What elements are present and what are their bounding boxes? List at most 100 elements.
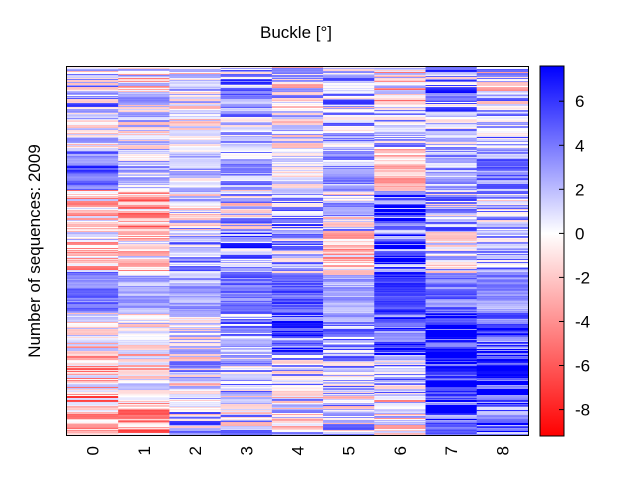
- heatmap-cell: [476, 192, 529, 194]
- heatmap-cell: [476, 235, 529, 237]
- heatmap-cell: [323, 228, 375, 230]
- heatmap-cell: [220, 273, 273, 275]
- heatmap-cell: [169, 77, 222, 79]
- heatmap-cell: [425, 202, 478, 204]
- heatmap-cell: [425, 229, 478, 231]
- heatmap-cell: [374, 101, 427, 103]
- heatmap-cell: [323, 177, 375, 179]
- heatmap-cell: [323, 154, 375, 156]
- heatmap-cell: [118, 91, 171, 93]
- heatmap-cell: [169, 345, 222, 347]
- heatmap-cell: [374, 204, 427, 206]
- heatmap-cell: [169, 380, 222, 382]
- heatmap-cell: [323, 139, 375, 141]
- heatmap-cell: [271, 67, 324, 69]
- y-axis-label: Number of sequences: 2009: [25, 144, 44, 358]
- heatmap-cell: [67, 165, 119, 167]
- heatmap-cell: [271, 210, 324, 212]
- heatmap-cell: [67, 87, 119, 89]
- heatmap-cell: [220, 119, 273, 121]
- heatmap-cell: [271, 241, 324, 243]
- heatmap-cell: [67, 103, 119, 105]
- heatmap-cell: [374, 238, 427, 240]
- heatmap-cell: [323, 393, 375, 395]
- heatmap-cell: [374, 125, 427, 127]
- heatmap-cell: [220, 423, 273, 425]
- heatmap-cell: [476, 101, 529, 103]
- heatmap-cell: [374, 426, 427, 428]
- heatmap-cell: [374, 76, 427, 78]
- heatmap-cell: [425, 288, 478, 290]
- heatmap-cell: [118, 396, 171, 398]
- heatmap-cell: [220, 159, 273, 161]
- heatmap-cell: [476, 67, 529, 69]
- heatmap-cell: [118, 316, 171, 318]
- heatmap-cell: [220, 296, 273, 298]
- heatmap-cell: [67, 344, 119, 346]
- heatmap-cell: [425, 159, 478, 161]
- heatmap-cell: [425, 99, 478, 101]
- heatmap-cell: [374, 274, 427, 276]
- heatmap-cell: [271, 316, 324, 318]
- heatmap-cell: [425, 210, 478, 212]
- heatmap-cell: [476, 360, 529, 362]
- heatmap-cell: [271, 301, 324, 303]
- heatmap-cell: [374, 127, 427, 129]
- heatmap-cell: [476, 361, 529, 363]
- heatmap-cell: [118, 216, 171, 218]
- heatmap-cell: [220, 179, 273, 181]
- heatmap-cell: [67, 347, 119, 349]
- heatmap-cell: [118, 385, 171, 387]
- heatmap-cell: [323, 175, 375, 177]
- heatmap-cell: [169, 229, 222, 231]
- heatmap-cell: [220, 357, 273, 359]
- heatmap-cell: [476, 342, 529, 344]
- heatmap-cell: [374, 418, 427, 420]
- heatmap-cell: [374, 291, 427, 293]
- heatmap-cell: [220, 84, 273, 86]
- heatmap-cell: [169, 243, 222, 245]
- heatmap-cell: [67, 392, 119, 394]
- heatmap-cell: [220, 169, 273, 171]
- heatmap-cell: [425, 332, 478, 334]
- heatmap-cell: [374, 180, 427, 182]
- heatmap-cell: [118, 364, 171, 366]
- heatmap-cell: [476, 198, 529, 200]
- heatmap-cell: [220, 420, 273, 422]
- heatmap-cell: [323, 382, 375, 384]
- heatmap-cell: [169, 83, 222, 85]
- heatmap-cell: [323, 252, 375, 254]
- heatmap-cell: [425, 164, 478, 166]
- heatmap-cell: [323, 232, 375, 234]
- heatmap-cell: [169, 181, 222, 183]
- heatmap-cell: [220, 421, 273, 423]
- heatmap-cell: [374, 121, 427, 123]
- heatmap-cell: [169, 261, 222, 263]
- heatmap-cell: [118, 94, 171, 96]
- heatmap-cell: [476, 288, 529, 290]
- heatmap-cell: [323, 107, 375, 109]
- heatmap-cell: [67, 203, 119, 205]
- heatmap-cell: [271, 275, 324, 277]
- heatmap-cell: [67, 432, 119, 434]
- heatmap-cell: [425, 432, 478, 434]
- heatmap-cell: [323, 256, 375, 258]
- heatmap-cell: [476, 199, 529, 201]
- heatmap-cell: [476, 105, 529, 107]
- heatmap-cell: [118, 193, 171, 195]
- heatmap-cell: [476, 292, 529, 294]
- heatmap-cell: [425, 178, 478, 180]
- heatmap-cell: [169, 180, 222, 182]
- heatmap-cell: [67, 160, 119, 162]
- heatmap-cell: [323, 204, 375, 206]
- heatmap-cell: [169, 204, 222, 206]
- heatmap-cell: [118, 332, 171, 334]
- heatmap-cell: [271, 405, 324, 407]
- heatmap-cell: [118, 328, 171, 330]
- heatmap-cell: [67, 134, 119, 136]
- heatmap-cell: [67, 73, 119, 75]
- heatmap-cell: [425, 70, 478, 72]
- heatmap-cell: [323, 78, 375, 80]
- heatmap-cell: [67, 297, 119, 299]
- heatmap-cell: [220, 98, 273, 100]
